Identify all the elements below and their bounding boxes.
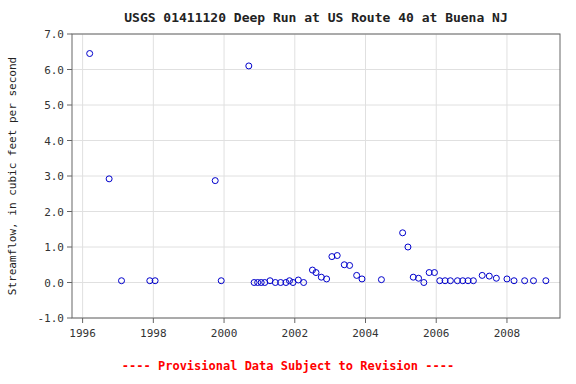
tick-mark: [67, 176, 72, 177]
point: [87, 51, 93, 57]
tick-label: 6.0: [44, 64, 64, 77]
point: [324, 276, 330, 282]
point: [431, 270, 437, 276]
point: [286, 278, 292, 284]
plot-frame: [72, 34, 560, 318]
grid-line: [72, 140, 560, 141]
tick-label: 1996: [69, 327, 96, 340]
tick-mark: [67, 282, 72, 283]
chart: 1996 1998 2000 2002 2004 2006 2008 -1.0 0.0 1.0 2.…: [0, 0, 576, 384]
point: [246, 63, 252, 69]
tick-mark: [67, 247, 72, 248]
axis-label: Streamflow, in cubic feet per second: [6, 57, 19, 295]
point: [218, 278, 224, 284]
tick-mark: [294, 318, 295, 323]
point: [283, 280, 289, 286]
point: [479, 272, 485, 278]
point: [486, 273, 492, 279]
page: {"chart_data": { "type": "scatter", "tit…: [0, 0, 576, 384]
axes: 1996 1998 2000 2002 2004 2006 2008 -1.0 0.0 1.0 2.…: [38, 28, 561, 340]
point: [119, 278, 125, 284]
tick-mark: [67, 211, 72, 212]
grid-line: [72, 282, 560, 283]
points: [87, 51, 549, 286]
grid: [72, 34, 560, 318]
point: [493, 275, 499, 281]
point: [522, 278, 528, 284]
grid-line: [72, 176, 560, 177]
grid-line: [72, 105, 560, 106]
point: [347, 262, 353, 268]
tick-mark: [82, 318, 83, 323]
tick-mark: [67, 105, 72, 106]
tick-label: 5.0: [44, 99, 64, 112]
tick-label: 2.0: [44, 206, 64, 219]
plot-background: [72, 34, 560, 318]
point: [334, 253, 340, 259]
tick-label: 2002: [282, 327, 309, 340]
point: [106, 176, 112, 182]
tick-mark: [67, 140, 72, 141]
tick-mark: [153, 318, 154, 323]
tick-label: 2004: [352, 327, 379, 340]
tick-label: 4.0: [44, 135, 64, 148]
point: [212, 178, 218, 184]
grid-line: [72, 69, 560, 70]
point: [504, 276, 510, 282]
tick-mark: [436, 318, 437, 323]
tick-mark: [365, 318, 366, 323]
tick-mark: [67, 34, 72, 35]
tick-mark: [224, 318, 225, 323]
point: [313, 270, 319, 276]
point: [152, 278, 158, 284]
point: [447, 278, 453, 284]
point: [359, 276, 365, 282]
grid-line: [72, 211, 560, 212]
annotation: ---- Provisional Data Subject to Revisio…: [122, 359, 454, 373]
point: [421, 280, 427, 286]
point: [470, 278, 476, 284]
point: [416, 275, 422, 281]
tick-label: 7.0: [44, 28, 64, 41]
point: [405, 244, 411, 250]
tick-label: 0.0: [44, 277, 64, 290]
tick-label: 2006: [423, 327, 450, 340]
tick-mark: [506, 318, 507, 323]
tick-label: -1.0: [38, 312, 65, 325]
point: [301, 280, 307, 286]
title: USGS 01411120 Deep Run at US Route 40 at…: [124, 10, 508, 25]
tick-label: 1998: [140, 327, 167, 340]
point: [378, 277, 384, 283]
point: [543, 278, 549, 284]
point: [354, 272, 360, 278]
point: [400, 230, 406, 236]
tick-label: 2000: [211, 327, 238, 340]
grid-line: [72, 247, 560, 248]
point: [530, 278, 536, 284]
tick-mark: [67, 318, 72, 319]
point: [511, 278, 517, 284]
tick-mark: [67, 69, 72, 70]
tick-label: 1.0: [44, 241, 64, 254]
tick-label: 3.0: [44, 170, 64, 183]
tick-label: 2008: [494, 327, 521, 340]
